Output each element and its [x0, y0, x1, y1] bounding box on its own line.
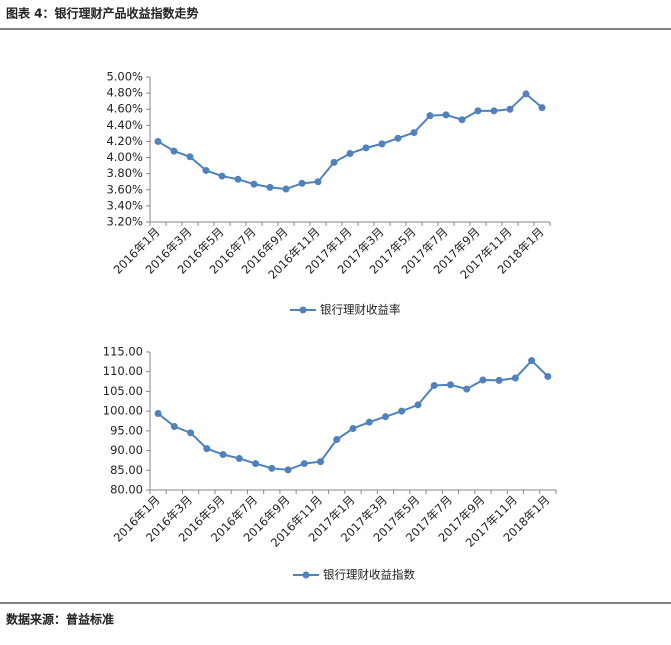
- y-tick-label: 5.00%: [106, 70, 143, 84]
- marker: [495, 376, 503, 384]
- marker: [463, 385, 471, 393]
- marker: [170, 423, 178, 431]
- marker: [203, 445, 211, 453]
- y-tick-label: 90.00: [110, 443, 143, 457]
- marker: [426, 112, 434, 120]
- line: [157, 359, 549, 471]
- marker: [398, 407, 406, 415]
- marker: [490, 107, 498, 115]
- marker: [394, 134, 402, 142]
- marker: [219, 451, 227, 459]
- marker: [474, 107, 482, 115]
- marker: [410, 129, 418, 137]
- legend-label: 银行理财收益率: [320, 303, 401, 317]
- legend-label: 银行理财收益指数: [323, 568, 415, 582]
- y-tick-label: 100.00: [103, 404, 143, 418]
- y-tick-label: 4.40%: [106, 118, 143, 132]
- y-tick-label: 95.00: [110, 423, 143, 437]
- marker: [154, 137, 162, 145]
- marker: [187, 429, 195, 437]
- marker: [330, 158, 338, 166]
- marker: [522, 90, 530, 98]
- y-tick-label: 80.00: [110, 483, 143, 497]
- source-note: 数据来源：普益标准: [6, 612, 114, 627]
- marker: [442, 111, 450, 119]
- marker: [170, 147, 178, 155]
- y-tick-label: 4.80%: [106, 86, 143, 100]
- y-tick-label: 3.20%: [106, 215, 143, 229]
- y-tick-label: 3.60%: [106, 182, 143, 196]
- marker: [282, 185, 290, 193]
- marker: [458, 116, 466, 124]
- marker: [300, 460, 308, 468]
- marker: [298, 179, 306, 187]
- marker: [154, 410, 162, 418]
- y-tick-label: 4.20%: [106, 134, 143, 148]
- marker: [346, 150, 354, 158]
- marker: [414, 401, 422, 409]
- legend-marker: [299, 306, 307, 314]
- y-tick-label: 3.80%: [106, 166, 143, 180]
- marker: [202, 166, 210, 174]
- marker: [528, 357, 536, 365]
- y-tick-label: 115.00: [103, 345, 143, 359]
- marker: [538, 104, 546, 112]
- marker: [479, 376, 487, 384]
- y-tick-label: 85.00: [110, 463, 143, 477]
- marker: [381, 413, 389, 421]
- marker: [333, 436, 341, 444]
- y-tick-label: 110.00: [103, 364, 143, 378]
- marker: [511, 374, 519, 382]
- page-title: 图表 4：银行理财产品收益指数走势: [6, 6, 199, 21]
- marker: [252, 460, 260, 468]
- marker: [349, 424, 357, 432]
- marker: [314, 178, 322, 186]
- marker: [268, 464, 276, 472]
- marker: [235, 454, 243, 462]
- marker: [266, 183, 274, 191]
- marker: [218, 172, 226, 180]
- y-tick-label: 4.00%: [106, 150, 143, 164]
- y-tick-label: 105.00: [103, 384, 143, 398]
- legend-marker: [302, 571, 310, 579]
- y-tick-label: 4.60%: [106, 102, 143, 116]
- marker: [446, 381, 454, 389]
- marker: [284, 466, 292, 474]
- y-tick-label: 3.40%: [106, 198, 143, 212]
- marker: [362, 144, 370, 152]
- marker: [186, 153, 194, 161]
- marker: [317, 458, 325, 466]
- marker: [378, 140, 386, 148]
- marker: [544, 372, 552, 380]
- marker: [234, 175, 242, 183]
- marker: [430, 382, 438, 390]
- marker: [250, 180, 258, 188]
- marker: [365, 418, 373, 426]
- line: [157, 92, 543, 190]
- marker: [506, 105, 514, 113]
